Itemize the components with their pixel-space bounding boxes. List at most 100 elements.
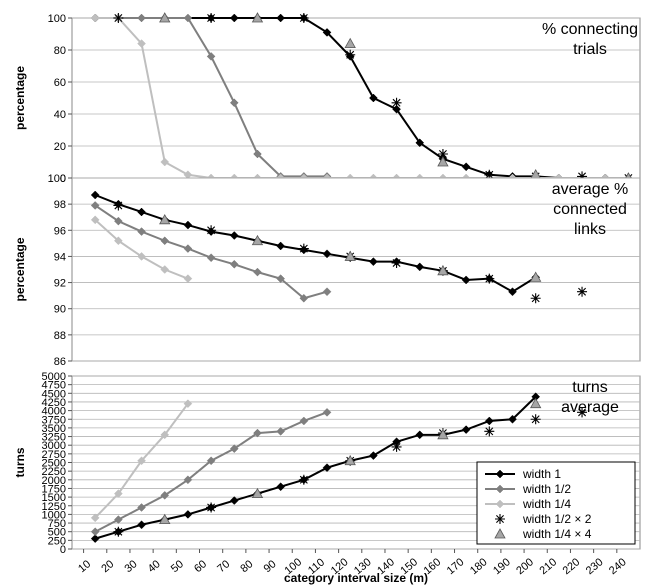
data-point: [251, 487, 264, 499]
data-point: [206, 13, 217, 23]
legend-marker: [495, 469, 505, 479]
y-tick-label: 98: [54, 199, 66, 211]
data-point: [415, 262, 425, 272]
data-point: [90, 534, 100, 543]
y-axis-label: percentage: [13, 237, 27, 301]
data-point: [183, 274, 193, 284]
plot-area: [71, 17, 641, 179]
y-tick-label: 4250: [42, 397, 66, 409]
series-width-1-2: [90, 201, 332, 303]
data-point: [183, 244, 193, 253]
x-tick-label: 50: [169, 558, 186, 575]
data-point: [322, 463, 332, 473]
x-tick-label: 190: [491, 556, 513, 577]
data-point: [183, 220, 193, 230]
data-point: [137, 13, 146, 23]
data-point: [229, 98, 239, 108]
y-tick-label: 96: [54, 225, 66, 237]
data-point: [298, 243, 309, 254]
data-point: [276, 482, 286, 492]
data-point: [344, 37, 356, 48]
data-point: [137, 227, 146, 236]
data-point: [183, 475, 193, 485]
data-point: [276, 427, 286, 436]
y-tick-label: 2500: [42, 458, 66, 470]
data-point: [276, 241, 286, 251]
data-point: [299, 293, 309, 303]
legend-marker: [494, 528, 506, 539]
panel-title: average % connected links: [552, 181, 629, 238]
data-point: [114, 236, 123, 246]
y-tick-label: 80: [54, 45, 66, 57]
data-point: [251, 12, 264, 23]
x-tick-label: 40: [146, 558, 163, 575]
data-point: [137, 520, 146, 530]
data-point: [229, 444, 239, 454]
legend-item: width 1/4: [485, 497, 571, 511]
data-point: [345, 49, 356, 60]
legend-item: width 1/4 × 4: [494, 527, 592, 541]
x-axis-label: category interval size (m): [284, 571, 428, 585]
y-tick-label: 3750: [42, 414, 66, 426]
data-point: [137, 207, 146, 217]
y-tick-label: 2250: [42, 466, 66, 478]
data-point: [90, 513, 100, 523]
data-point: [160, 236, 170, 246]
data-point: [484, 169, 495, 180]
series-width-1-4: [90, 215, 193, 284]
data-point: [206, 502, 217, 513]
y-tick-label: 4500: [42, 388, 66, 400]
x-tick-label: 20: [99, 558, 116, 575]
legend-label: width 1/2: [522, 482, 571, 496]
data-point: [229, 231, 239, 240]
data-point: [322, 407, 332, 417]
data-point: [159, 513, 171, 524]
y-tick-label: 40: [54, 109, 66, 121]
y-tick-label: 100: [48, 173, 66, 185]
data-point: [137, 456, 146, 466]
data-point: [253, 428, 262, 438]
x-tick-label: 200: [514, 556, 536, 577]
data-point: [415, 138, 425, 148]
data-point: [229, 13, 239, 23]
y-tick-label: 90: [54, 304, 66, 316]
panel-1: 0 20 40 60 80 100 percentage % connecting trials: [13, 12, 641, 185]
panel-title: % connecting trials: [542, 21, 638, 58]
x-tick-label: 220: [561, 556, 583, 577]
data-point: [344, 454, 356, 466]
data-point: [183, 510, 193, 519]
data-point: [113, 13, 124, 23]
data-point: [206, 456, 216, 466]
data-point: [113, 526, 124, 537]
data-point: [508, 414, 517, 424]
x-tick-label: 90: [262, 558, 279, 575]
legend-marker: [495, 484, 505, 494]
data-point: [298, 13, 309, 23]
data-point: [299, 416, 309, 426]
legend-label: width 1: [522, 467, 561, 481]
data-point: [90, 13, 100, 23]
data-point: [253, 149, 262, 159]
data-point: [392, 104, 401, 114]
data-point: [508, 287, 517, 297]
data-point: [484, 416, 494, 426]
series-width-1-4: [90, 399, 193, 523]
data-point: [137, 252, 146, 261]
data-point: [253, 267, 262, 277]
series-line: [94, 396, 537, 540]
series-width-1-4-4: [159, 214, 542, 282]
y-tick-label: 3250: [42, 432, 66, 444]
series-width-1-2: [90, 407, 332, 537]
data-point: [229, 496, 239, 505]
data-point: [251, 234, 264, 246]
y-tick-label: 0: [60, 173, 66, 185]
y-tick-label: 60: [54, 77, 66, 89]
data-point: [322, 287, 332, 297]
data-point: [437, 428, 449, 440]
data-point: [160, 430, 170, 440]
data-point: [529, 397, 542, 409]
y-tick-label: 2000: [42, 475, 66, 487]
panel-2: 86 88 90 92 94 96 98 100 percentage average % conn…: [13, 173, 641, 368]
legend-item: width 1: [485, 467, 561, 481]
